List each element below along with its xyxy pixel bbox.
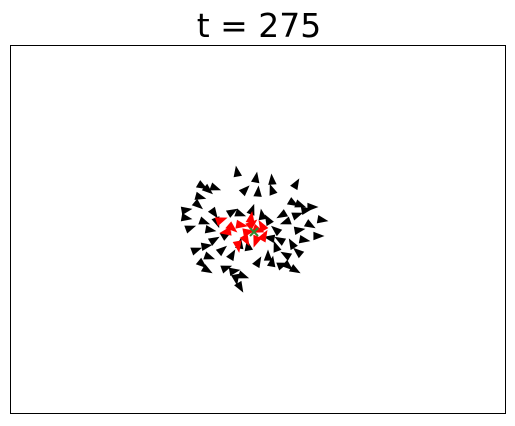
agent-marker	[279, 216, 292, 225]
highlight-agent-marker	[232, 240, 242, 253]
agent-marker	[290, 178, 300, 191]
agent-marker	[180, 206, 193, 215]
agent-marker	[200, 264, 213, 274]
agent-marker	[234, 280, 244, 293]
highlight-agent-marker	[214, 217, 228, 226]
agent-marker	[234, 208, 247, 217]
agent-marker	[190, 247, 203, 256]
agent-marker	[271, 225, 283, 237]
agent-marker	[233, 165, 242, 178]
agent-marker	[303, 219, 316, 229]
agent-marker	[237, 270, 250, 279]
agent-marker	[263, 249, 273, 261]
agent-marker	[251, 171, 260, 184]
highlight-agent-marker	[239, 233, 250, 247]
agent-marker	[293, 226, 306, 235]
agent-marker	[298, 235, 311, 244]
highlight-agent-marker	[245, 211, 255, 224]
agent-marker	[238, 185, 250, 197]
agent-marker	[293, 247, 305, 259]
highlight-agent-marker	[253, 234, 262, 248]
agent-marker	[252, 256, 262, 269]
agent-marker	[276, 209, 289, 219]
agent-marker	[274, 236, 287, 246]
agent-marker	[269, 183, 278, 196]
highlight-agents-layer	[214, 211, 269, 253]
agent-marker	[268, 173, 277, 185]
agent-marker	[263, 234, 276, 243]
agent-marker	[267, 255, 276, 268]
agent-marker	[209, 182, 222, 191]
highlight-agent-marker	[235, 219, 248, 229]
agent-marker	[194, 191, 207, 200]
highlight-agent-marker	[258, 219, 269, 233]
agent-marker	[200, 242, 213, 251]
highlight-agent-marker	[219, 226, 232, 236]
agent-marker	[316, 215, 329, 224]
highlight-agent-marker	[245, 219, 258, 231]
agent-marker	[276, 262, 289, 271]
agent-marker	[225, 208, 238, 218]
agent-marker	[273, 240, 282, 253]
agent-marker	[281, 259, 293, 271]
agent-marker	[291, 212, 304, 221]
agent-marker	[195, 257, 207, 269]
agent-marker	[228, 267, 241, 276]
agent-marker	[288, 264, 301, 274]
agent-marker	[207, 206, 218, 219]
agent-marker	[201, 183, 213, 195]
center-marker-layer	[249, 227, 259, 237]
agent-marker	[280, 251, 293, 261]
agent-marker	[226, 249, 236, 262]
agent-marker	[207, 236, 220, 246]
agent-marker	[307, 202, 319, 212]
agent-marker	[253, 185, 262, 197]
agent-marker	[203, 251, 216, 260]
agent-marker	[184, 225, 197, 234]
highlight-agent-marker	[225, 221, 238, 233]
agent-marker	[258, 208, 267, 221]
center-marker	[249, 227, 259, 237]
agent-marker	[231, 273, 240, 286]
agent-marker	[264, 214, 274, 227]
agent-marker	[198, 216, 211, 225]
plot-title: t = 275	[196, 6, 322, 45]
agent-marker	[288, 238, 298, 251]
agent-marker	[204, 225, 217, 234]
agent-marker	[220, 265, 233, 274]
agent-marker	[246, 203, 255, 216]
agent-marker	[294, 199, 307, 208]
agent-marker	[313, 231, 325, 241]
agents-layer	[180, 165, 329, 293]
agent-marker	[180, 213, 193, 222]
agent-marker	[191, 198, 203, 210]
agent-marker	[215, 245, 227, 257]
